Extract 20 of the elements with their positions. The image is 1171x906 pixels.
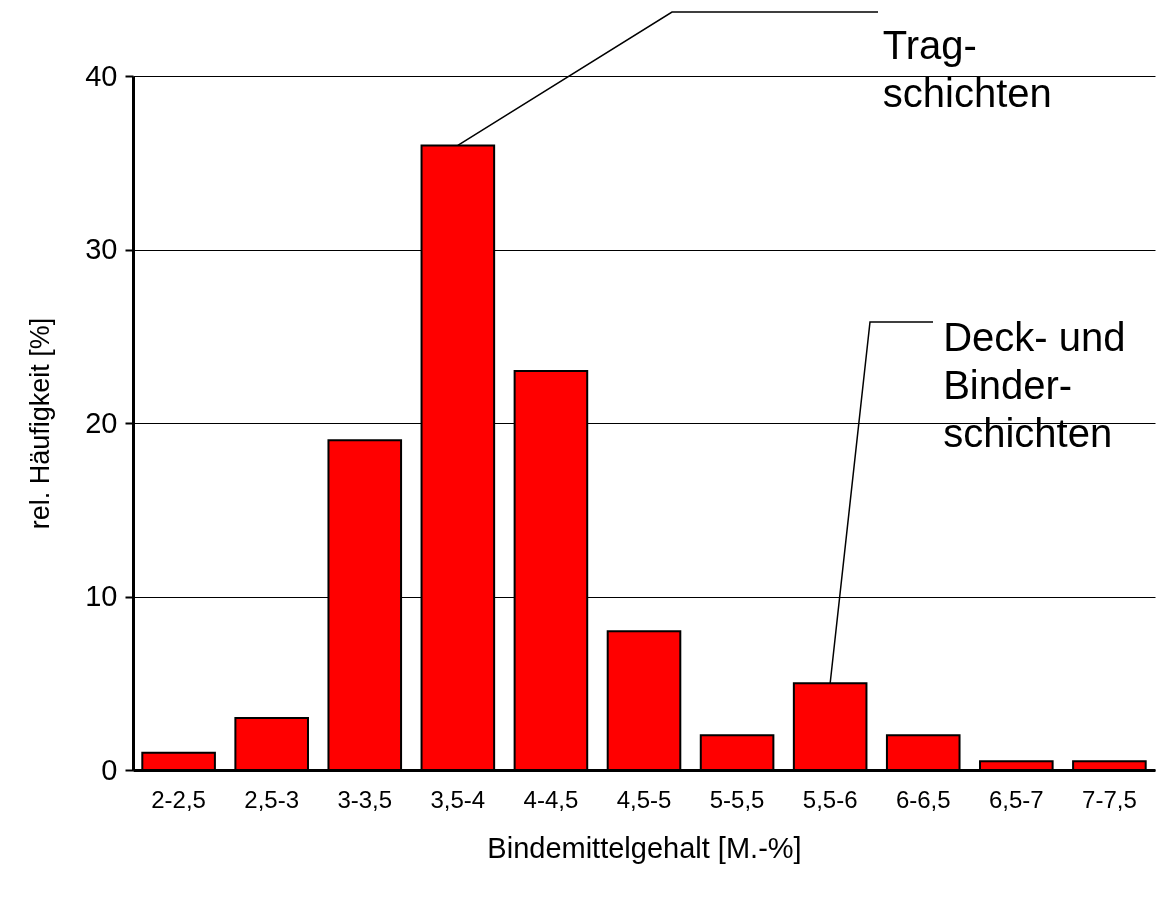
- x-tick-label: 5,5-6: [802, 785, 858, 813]
- y-axis-title: rel. Häufigkeit [%]: [25, 317, 56, 530]
- x-tick-label: 3,5-4: [430, 785, 486, 813]
- y-tick-label: 20: [85, 406, 118, 439]
- y-tick-label: 30: [85, 233, 118, 265]
- x-axis-title: Bindemittelgehalt [M.-%]: [487, 831, 802, 864]
- x-tick-label: 7-7,5: [1082, 785, 1137, 813]
- y-tick-label: 40: [85, 59, 118, 92]
- x-tick-label: 6-6,5: [895, 785, 951, 813]
- y-tick-label: 0: [101, 753, 118, 786]
- x-tick-label: 6,5-7: [988, 785, 1044, 813]
- annotation: Deck- und Binder- schichten: [943, 315, 1126, 456]
- annotation: Trag- schichten: [882, 23, 1052, 116]
- x-tick-label: 5-5,5: [709, 785, 765, 813]
- x-tick-label: 3-3,5: [337, 785, 393, 813]
- y-tick-label: 10: [85, 580, 118, 612]
- x-tick-label: 4,5-5: [616, 785, 672, 813]
- x-tick-label: 4-4,5: [523, 785, 579, 813]
- x-tick-label: 2-2,5: [151, 785, 206, 813]
- x-tick-label: 2,5-3: [244, 785, 300, 813]
